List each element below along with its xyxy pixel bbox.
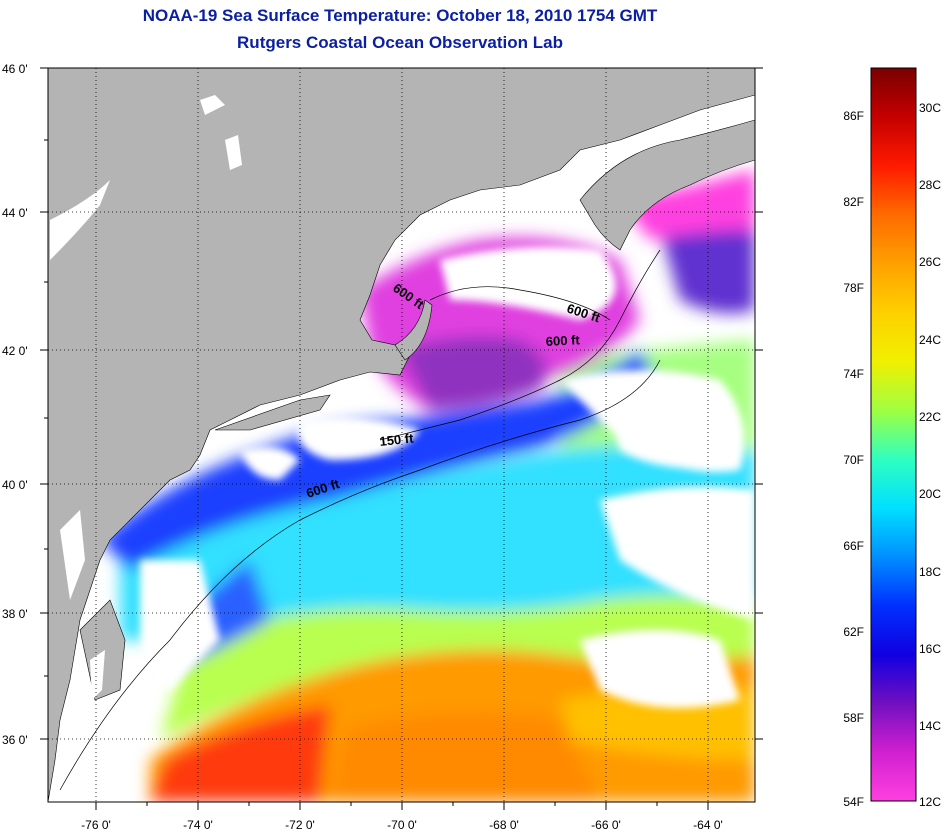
lat-label: 40 0' xyxy=(2,478,28,492)
lat-label: 46 0' xyxy=(2,62,28,76)
colorbar-label-c: 12C xyxy=(919,795,941,809)
lon-label: -72 0' xyxy=(285,818,315,832)
lon-label: -66 0' xyxy=(591,818,621,832)
lon-label: -64 0' xyxy=(693,818,723,832)
lon-label: -70 0' xyxy=(387,818,417,832)
colorbar-label-f: 82F xyxy=(843,195,864,209)
colorbar-label-c: 30C xyxy=(919,101,941,115)
cloud-cover xyxy=(140,95,755,708)
map-subtitle: Rutgers Coastal Ocean Observation Lab xyxy=(237,33,563,52)
colorbar-label-c: 24C xyxy=(919,333,941,347)
lon-label: -76 0' xyxy=(81,818,111,832)
colorbar-ramp xyxy=(870,67,917,802)
lon-label: -68 0' xyxy=(489,818,519,832)
colorbar-label-c: 28C xyxy=(919,178,941,192)
axis-ticks xyxy=(40,67,763,810)
colorbar-label-c: 22C xyxy=(919,410,941,424)
latitude-labels: 46 0' 44 0' 42 0' 40 0' 38 0' 36 0' xyxy=(2,62,28,747)
colorbar-label-f: 62F xyxy=(843,625,864,639)
inland-water xyxy=(50,95,242,700)
colorbar-label-f: 86F xyxy=(843,109,864,123)
lat-label: 36 0' xyxy=(2,733,28,747)
colorbar-celsius-labels: 30C 28C 26C 24C 22C 20C 18C 16C 14C 12C xyxy=(919,101,941,809)
colorbar-label-c: 14C xyxy=(919,719,941,733)
colorbar-fahrenheit-labels: 86F 82F 78F 74F 70F 66F 62F 58F 54F xyxy=(843,109,864,809)
colorbar-label-f: 58F xyxy=(843,711,864,725)
lat-label: 38 0' xyxy=(2,607,28,621)
isobath-label: 150 ft xyxy=(379,430,415,449)
colorbar-label-f: 70F xyxy=(843,453,864,467)
longitude-labels: -76 0' -74 0' -72 0' -70 0' -68 0' -66 0… xyxy=(81,818,723,832)
lat-label: 44 0' xyxy=(2,206,28,220)
colorbar-label-c: 20C xyxy=(919,487,941,501)
isobath-label: 600 ft xyxy=(545,332,580,349)
colorbar-label-f: 74F xyxy=(843,367,864,381)
colorbar-label-f: 78F xyxy=(843,281,864,295)
map-title: NOAA-19 Sea Surface Temperature: October… xyxy=(142,6,658,25)
lat-label: 42 0' xyxy=(2,344,28,358)
colorbar-label-c: 18C xyxy=(919,565,941,579)
lon-label: -74 0' xyxy=(183,818,213,832)
isobath-contours xyxy=(59,249,661,791)
colorbar-label-c: 16C xyxy=(919,642,941,656)
colorbar-label-f: 54F xyxy=(843,795,864,809)
colorbar-label-c: 26C xyxy=(919,255,941,269)
colorbar-label-f: 66F xyxy=(843,539,864,553)
map-panel xyxy=(48,68,755,802)
colorbar: 86F 82F 78F 74F 70F 66F 62F 58F 54F 30C … xyxy=(843,67,941,809)
